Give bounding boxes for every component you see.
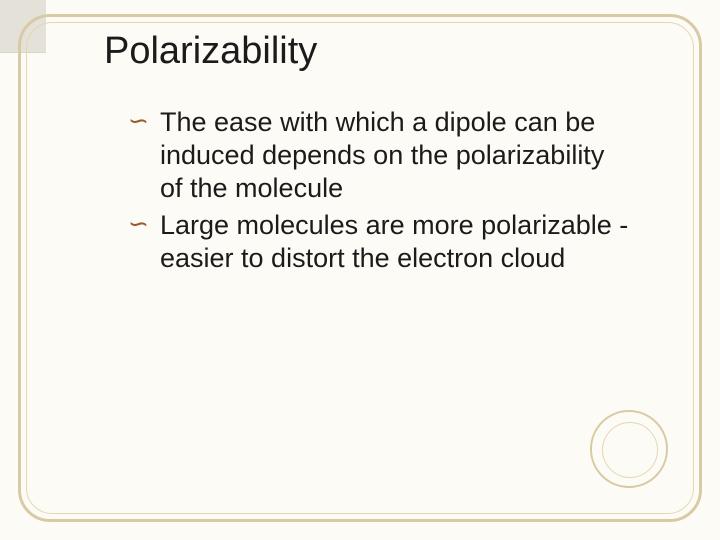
bullet-marker-icon: ∽ xyxy=(128,106,149,139)
bullet-marker-icon: ∽ xyxy=(128,209,149,242)
decorative-circle xyxy=(590,410,668,488)
bullet-item: ∽ Large molecules are more polarizable -… xyxy=(128,209,630,275)
slide-body: ∽ The ease with which a dipole can be in… xyxy=(128,106,630,279)
bullet-item: ∽ The ease with which a dipole can be in… xyxy=(128,106,630,205)
decorative-circle-inner xyxy=(602,422,658,478)
slide-title: Polarizability xyxy=(104,30,317,73)
bullet-text: Large molecules are more polarizable - e… xyxy=(160,210,628,273)
slide: Polarizability ∽ The ease with which a d… xyxy=(0,0,720,540)
bullet-text: The ease with which a dipole can be indu… xyxy=(160,107,604,203)
